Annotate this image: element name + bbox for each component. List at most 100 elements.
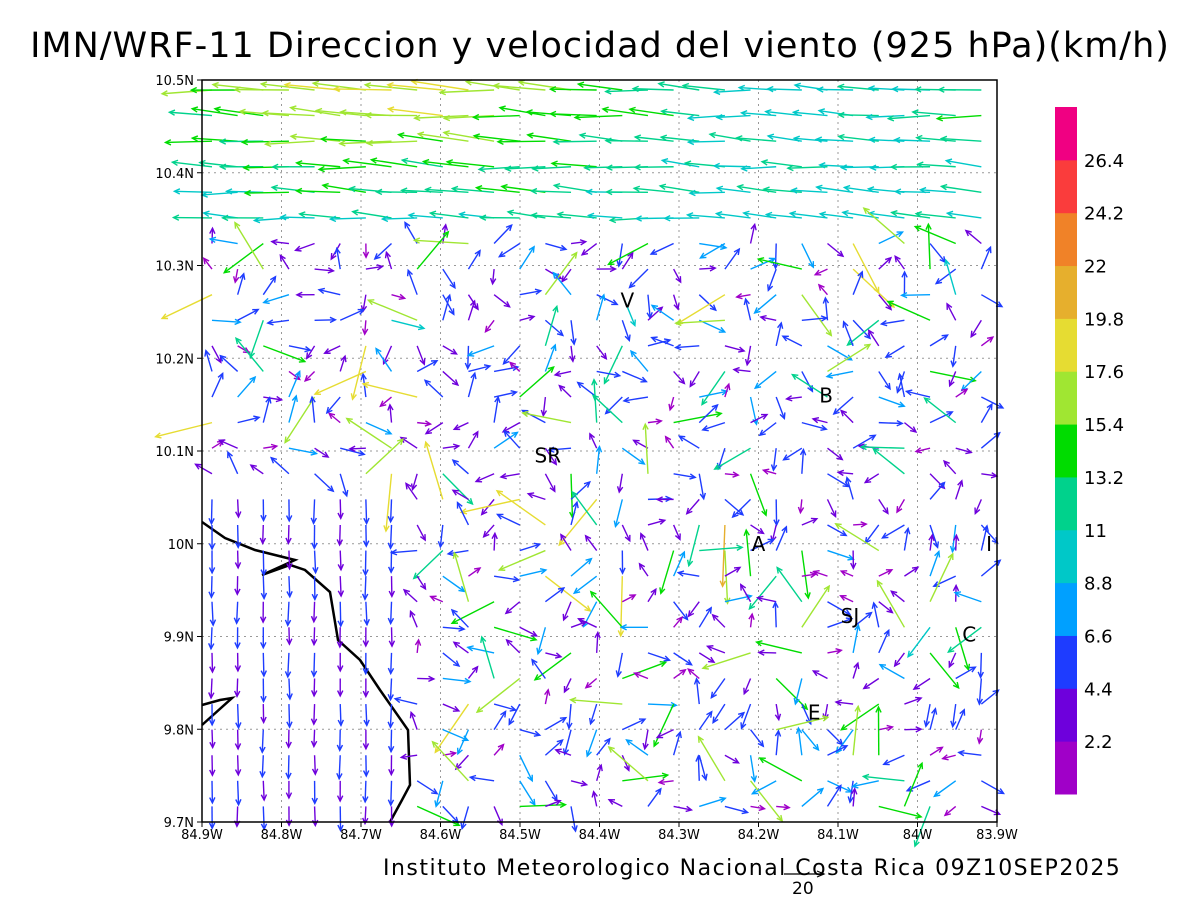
city-label: C (962, 623, 976, 647)
wind-vector (839, 409, 854, 424)
wind-vector (263, 345, 307, 363)
wind-vector (442, 294, 455, 316)
wind-vector (456, 501, 470, 526)
wind-vector (405, 482, 418, 500)
wind-vector (208, 806, 216, 830)
wind-vector (761, 468, 777, 475)
wind-vector (263, 140, 315, 148)
wind-vector (236, 272, 246, 295)
wind-vector (878, 420, 904, 427)
wind-vector (827, 447, 844, 461)
wind-vector (424, 422, 444, 435)
wind-vector (493, 703, 518, 712)
lon-label: 84.8W (261, 828, 303, 843)
wind-vector (775, 396, 786, 420)
wind-vector (845, 476, 854, 500)
wind-vector (468, 364, 492, 373)
wind-vector (361, 576, 369, 601)
wind-vector (414, 638, 422, 653)
wind-vector (750, 413, 769, 424)
wind-vector (365, 421, 393, 435)
wind-vector (311, 576, 319, 602)
wind-vector (714, 210, 751, 219)
wind-vector (894, 254, 905, 270)
wind-vector (498, 105, 546, 117)
wind-vector (163, 139, 213, 146)
wind-vector (519, 754, 533, 783)
city-labels: V B SR A I SJ C E (535, 289, 992, 725)
wind-vector (589, 590, 623, 628)
wind-vector (816, 86, 854, 93)
wind-vector (944, 258, 957, 295)
wind-vector (442, 703, 461, 712)
colorbar-label: 26.4 (1084, 151, 1124, 172)
wind-vector (673, 370, 686, 385)
wind-vector (879, 319, 905, 327)
wind-vector (260, 499, 267, 523)
wind-vector (234, 550, 242, 570)
wind-vector (638, 562, 649, 577)
colorbar-label: 4.4 (1084, 679, 1113, 700)
wind-vector (980, 245, 992, 270)
wind-vector (791, 109, 828, 117)
wind-vector (633, 672, 649, 680)
wind-vector (832, 396, 854, 416)
wind-vector (890, 590, 905, 603)
wind-vector (596, 345, 608, 361)
colorbar-segment (1055, 688, 1077, 742)
wind-vector (697, 735, 726, 782)
wind-vector (950, 703, 957, 729)
wind-vector (955, 666, 977, 680)
wind-vector (387, 678, 394, 702)
wind-vector (621, 320, 631, 343)
wind-vector (867, 136, 905, 144)
wind-vector (925, 222, 932, 270)
wind-vector (285, 755, 292, 780)
lat-label: 10N (168, 538, 194, 553)
wind-vector (904, 726, 923, 733)
wind-vector (340, 447, 366, 457)
wind-vector (749, 222, 757, 244)
wind-vector (625, 738, 649, 756)
wind-vector (980, 689, 1000, 705)
wind-vector (878, 256, 893, 270)
wind-vector (312, 550, 319, 575)
wind-vector (724, 754, 740, 764)
wind-vector (442, 345, 458, 355)
wind-vector (336, 729, 344, 752)
wind-vector (563, 678, 572, 694)
wind-vector (693, 677, 701, 705)
wind-vector (221, 214, 264, 222)
wind-vector (467, 665, 479, 679)
wind-vector (698, 403, 719, 424)
wind-vector (399, 753, 418, 760)
wind-vector (314, 447, 330, 458)
wind-vector (232, 268, 240, 284)
city-label: E (808, 701, 821, 725)
wind-vector (233, 601, 241, 625)
wind-vector (788, 210, 828, 219)
wind-vector (260, 550, 267, 577)
wind-vector (406, 268, 418, 295)
wind-vector (953, 591, 982, 603)
wind-vector (904, 696, 923, 705)
wind-vector (801, 571, 818, 579)
wind-vector (932, 575, 957, 588)
wind-vector (767, 268, 777, 292)
wind-vector (699, 242, 726, 259)
wind-vector (674, 343, 700, 351)
wind-vector (240, 138, 289, 146)
wind-vector (249, 464, 264, 475)
wind-vector (568, 696, 623, 705)
colorbar-label: 2.2 (1084, 732, 1113, 753)
map-title: IMN/WRF-11 Direccion y velocidad del vie… (30, 26, 1170, 66)
wind-vector (521, 410, 572, 424)
wind-vector (818, 211, 854, 219)
wind-vector (467, 430, 479, 449)
wind-vector (839, 703, 880, 731)
wind-vector (337, 652, 344, 673)
wind-vector (310, 729, 318, 749)
wind-vector (976, 729, 984, 745)
wind-vector (955, 708, 966, 730)
